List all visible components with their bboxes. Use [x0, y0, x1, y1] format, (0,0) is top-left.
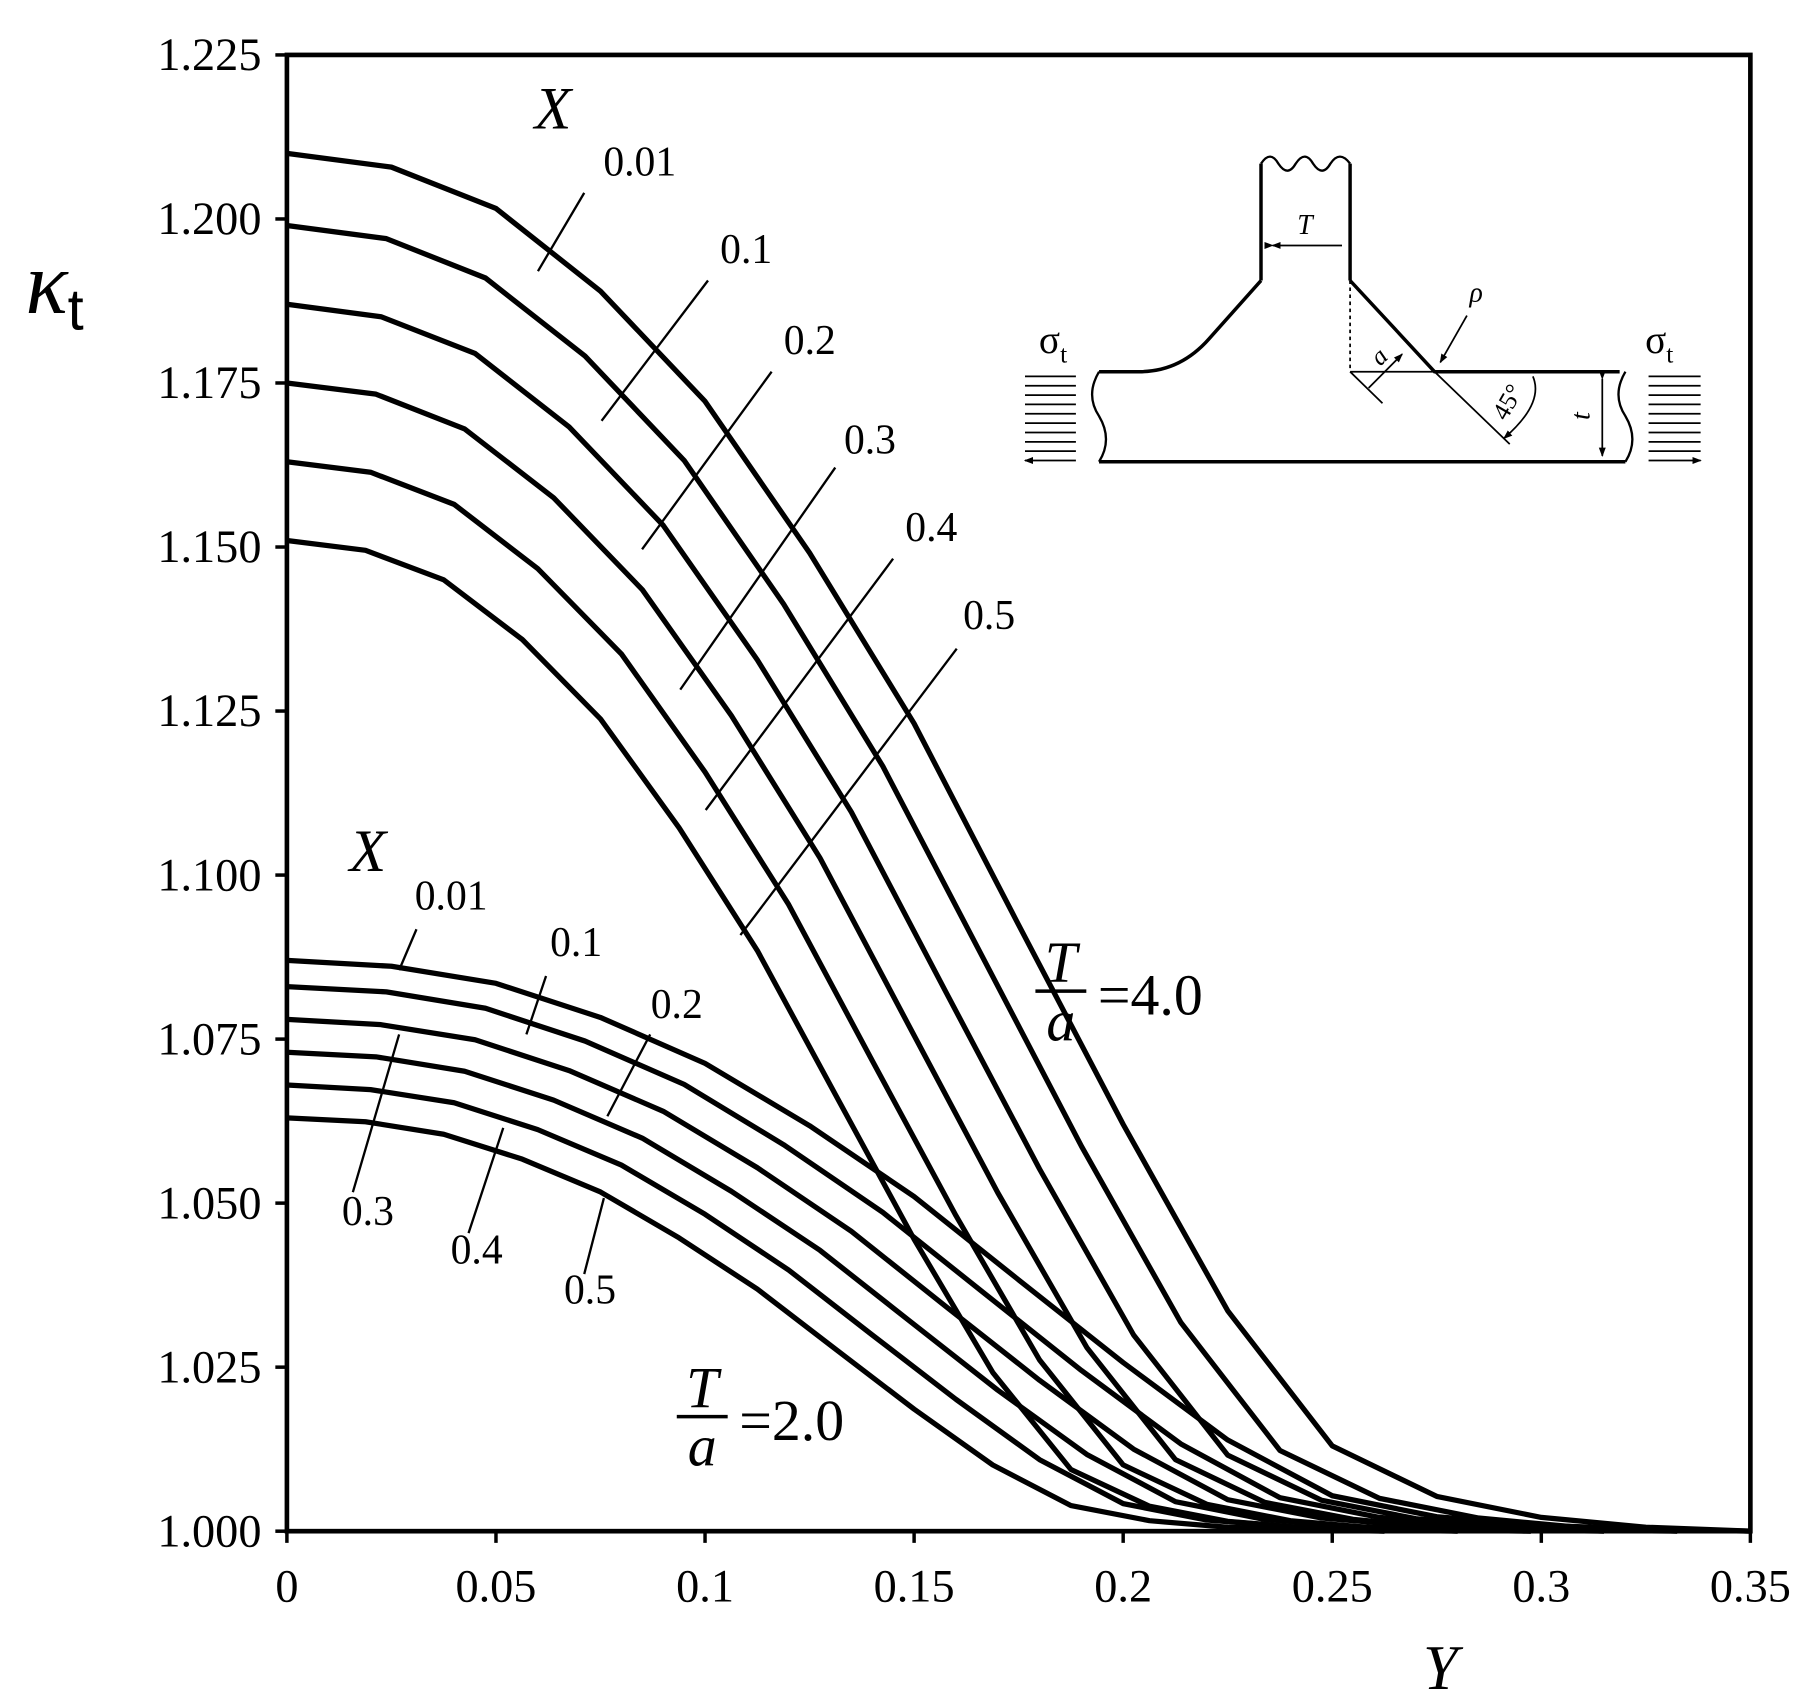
stress-symbol: σ	[1039, 318, 1060, 362]
stress-subscript: t	[1666, 339, 1673, 368]
x-tick-label: 0.3	[1512, 1561, 1570, 1612]
series-label: 0.2	[784, 318, 836, 364]
stress-arrows	[1648, 375, 1701, 460]
x-tick-label: 0.25	[1292, 1561, 1373, 1612]
series-label: 0.01	[603, 139, 676, 185]
series-line	[286, 1016, 1605, 1534]
series-label: 0.1	[550, 920, 602, 966]
x-axis-label: Y	[1423, 1633, 1464, 1703]
series-line	[286, 1115, 1385, 1534]
inset-stress: σt	[1645, 318, 1673, 369]
y-axis-subscript: t	[68, 277, 84, 342]
leader-line	[525, 975, 548, 1035]
series-label: 0.4	[451, 1227, 503, 1273]
annotation-denominator: a	[688, 1413, 717, 1478]
leader-line	[679, 466, 837, 691]
leader-line	[606, 1033, 652, 1117]
series-line	[286, 150, 1751, 1534]
annotation-value: =2.0	[739, 1388, 844, 1453]
left-weld	[1099, 279, 1263, 374]
leader-line	[704, 558, 895, 811]
series-line	[286, 459, 1458, 1534]
y-tick-label: 1.150	[157, 522, 261, 573]
y-tick-label: 1.050	[157, 1178, 261, 1229]
series-label: 0.5	[963, 593, 1015, 639]
stress-symbol: σ	[1645, 318, 1666, 362]
leader-line	[398, 928, 418, 971]
x-tick-label: 0.05	[455, 1561, 536, 1612]
plate-break	[1090, 371, 1634, 463]
series-line	[286, 301, 1605, 1534]
series-label: 0.4	[905, 505, 957, 551]
series-label: 0.01	[415, 873, 488, 919]
series-line	[286, 1049, 1531, 1534]
leader-line	[536, 192, 586, 272]
leader-line	[739, 647, 958, 936]
stress-subscript: t	[1060, 339, 1067, 368]
y-tick-label: 1.000	[157, 1506, 261, 1557]
series-label: 0.5	[564, 1267, 616, 1313]
series-label: 0.2	[651, 982, 703, 1028]
plot-frame	[284, 52, 1753, 1534]
x-tick-label: 0.15	[874, 1561, 955, 1612]
leg-dimension	[1367, 353, 1403, 389]
y-tick-label: 1.125	[157, 686, 261, 737]
series-label: 0.3	[844, 417, 896, 463]
x-tick-label: 0.35	[1710, 1561, 1791, 1612]
inset-stress: σt	[1039, 318, 1067, 369]
radius-pointer	[1439, 315, 1468, 364]
guide-line	[1349, 370, 1511, 445]
inset-label: ρ	[1469, 277, 1483, 308]
y-axis-label: κt	[25, 235, 83, 343]
stem-break	[1260, 155, 1352, 172]
x-tick-label: 0	[275, 1561, 298, 1612]
series-label: 0.1	[720, 227, 772, 273]
y-tick-label: 1.225	[157, 30, 261, 81]
y-tick-label: 1.075	[157, 1014, 261, 1065]
series-line	[286, 222, 1678, 1534]
leader-line	[583, 1197, 606, 1275]
y-tick-label: 1.100	[157, 850, 261, 901]
group-label: X	[348, 818, 389, 885]
inset-label: t	[1566, 411, 1597, 420]
x-tick-label: 0.1	[676, 1561, 734, 1612]
series-line	[286, 1082, 1458, 1534]
y-axis-symbol: κ	[25, 235, 69, 334]
y-tick-label: 1.200	[157, 194, 261, 245]
annotation-numerator: T	[686, 1355, 722, 1420]
inset-diagram	[1025, 155, 1701, 463]
leader-line	[351, 1034, 401, 1193]
annotation-denominator: a	[1046, 988, 1075, 1053]
leader-line	[467, 1127, 505, 1234]
annotation-value: =4.0	[1098, 962, 1203, 1027]
series-label: 0.3	[342, 1189, 394, 1235]
right-weld	[1348, 279, 1620, 374]
angle-arc	[1503, 376, 1537, 440]
stress-arrows	[1025, 375, 1076, 460]
inset-label: 45°	[1486, 379, 1529, 425]
leader-line	[641, 370, 773, 551]
annotation-numerator: T	[1045, 930, 1081, 995]
y-tick-label: 1.175	[157, 358, 261, 409]
series-line	[286, 957, 1751, 1534]
series-line	[286, 380, 1531, 1534]
group-label: X	[533, 75, 574, 142]
series-line	[286, 983, 1678, 1534]
inset-label: T	[1297, 210, 1315, 241]
y-tick-label: 1.025	[157, 1342, 261, 1393]
stem	[1259, 163, 1352, 281]
x-tick-label: 0.2	[1094, 1561, 1152, 1612]
series-line	[286, 537, 1385, 1534]
leader-line	[600, 279, 709, 422]
